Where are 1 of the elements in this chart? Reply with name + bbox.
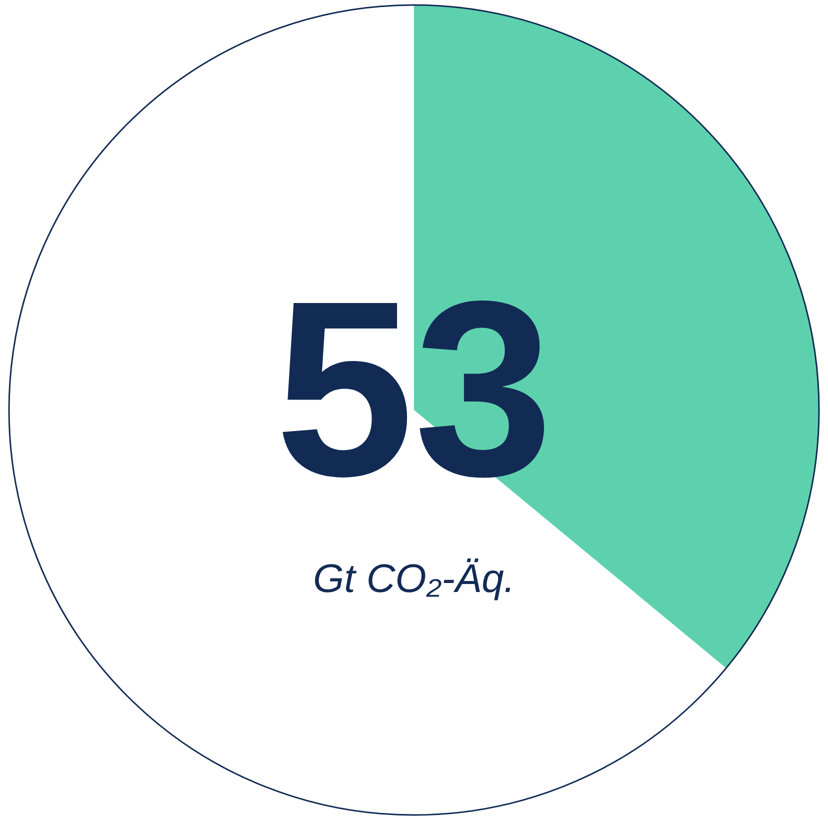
text: Gt CO₂-Äq. — [313, 557, 515, 601]
